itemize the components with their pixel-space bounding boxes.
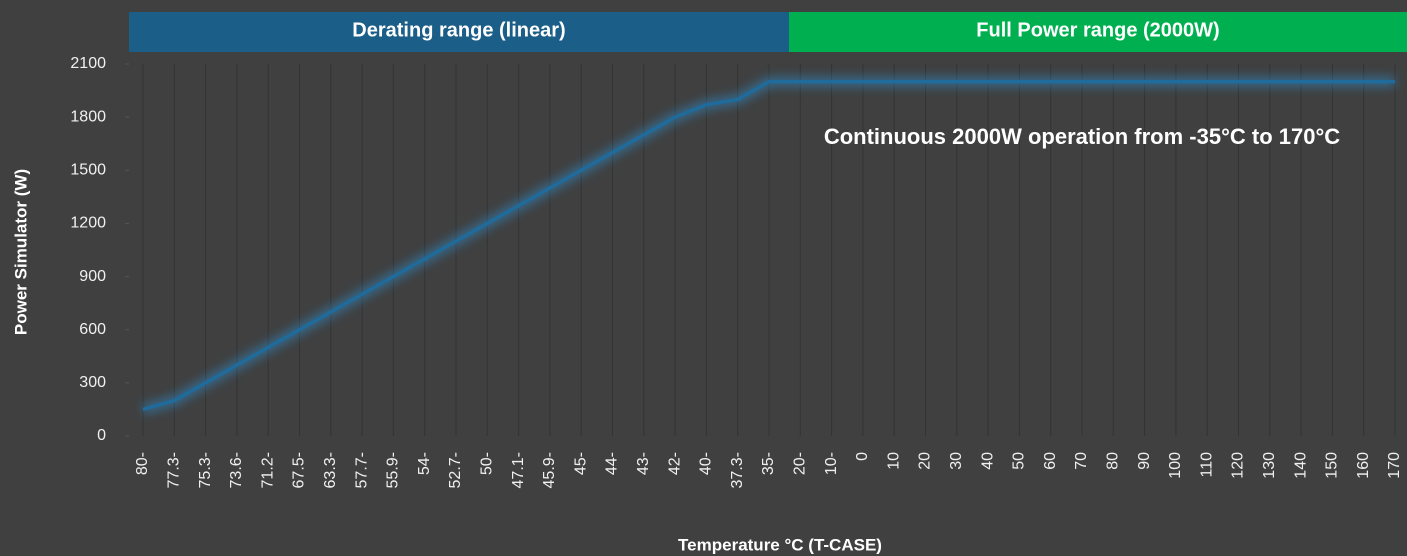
x-tick-label: 77.3- — [166, 452, 183, 488]
y-tick-label: 1500 — [70, 162, 106, 179]
x-tick-label: 30 — [948, 452, 965, 470]
x-tick-label: 67.5- — [291, 452, 308, 488]
x-tick-label: 55.9- — [385, 452, 402, 488]
x-tick-label: 45- — [572, 452, 589, 475]
x-tick-label: 110 — [1198, 452, 1215, 478]
x-tick-label: 71.2- — [259, 452, 276, 488]
x-tick-label: 50 — [1011, 452, 1028, 470]
x-tick-label: 40 — [979, 452, 996, 470]
y-tick-label: 600 — [79, 321, 106, 338]
x-tick-label: 150 — [1324, 452, 1341, 479]
x-tick-label: 40- — [698, 452, 715, 475]
y-axis-title: Power Simulator (W) — [11, 169, 30, 335]
x-tick-label: 80 — [1105, 452, 1122, 470]
x-tick-label: 75.3- — [197, 452, 214, 488]
band-label: Derating range (linear) — [352, 19, 565, 41]
x-tick-label: 60 — [1042, 452, 1059, 470]
annotation: Continuous 2000W operation from -35°C to… — [824, 124, 1340, 149]
x-tick-label: 10- — [823, 452, 840, 475]
x-tick-label: 20- — [792, 452, 809, 475]
x-tick-label: 130 — [1261, 452, 1278, 479]
x-tick-label: 37.3- — [729, 452, 746, 488]
x-tick-label: 73.6- — [228, 452, 245, 488]
band — [789, 12, 1407, 52]
x-tick-label: 42- — [666, 452, 683, 475]
x-tick-label: 54- — [416, 452, 433, 475]
x-tick-label: 10 — [885, 452, 902, 470]
x-axis-title: Temperature °C (T-CASE) — [678, 535, 882, 554]
x-tick-label: 43- — [635, 452, 652, 475]
y-tick-label: 1800 — [70, 108, 106, 125]
y-tick-label: 0 — [97, 427, 106, 444]
band-label: Full Power range (2000W) — [976, 19, 1219, 41]
x-tick-label: 0 — [854, 452, 871, 461]
x-tick-label: 100 — [1167, 452, 1184, 479]
x-tick-label: 120 — [1230, 452, 1247, 479]
x-tick-label: 57.7- — [353, 452, 370, 488]
x-tick-label: 35- — [760, 452, 777, 475]
x-tick-label: 160 — [1355, 452, 1372, 479]
x-tick-label: 70 — [1073, 452, 1090, 470]
x-tick-label: 63.3- — [322, 452, 339, 488]
y-tick-label: 1200 — [70, 215, 106, 232]
x-tick-label: 20 — [917, 452, 934, 470]
x-tick-label: 47.1- — [510, 452, 527, 488]
line — [142, 79, 1395, 412]
x-tick-label: 140 — [1292, 452, 1309, 479]
x-tick-label: 50- — [479, 452, 496, 475]
x-tick-label: 90 — [1136, 452, 1153, 470]
y-tick-label: 300 — [79, 374, 106, 391]
band — [129, 12, 789, 52]
x-tick-label: 44- — [604, 452, 621, 475]
x-tick-label: 170 — [1386, 452, 1403, 479]
y-tick-label: 900 — [79, 268, 106, 285]
x-tick-label: 80- — [134, 452, 151, 475]
x-tick-label: 52.7- — [447, 452, 464, 488]
x-tick-label: 45.9- — [541, 452, 558, 488]
y-tick-label: 2100 — [70, 55, 106, 72]
